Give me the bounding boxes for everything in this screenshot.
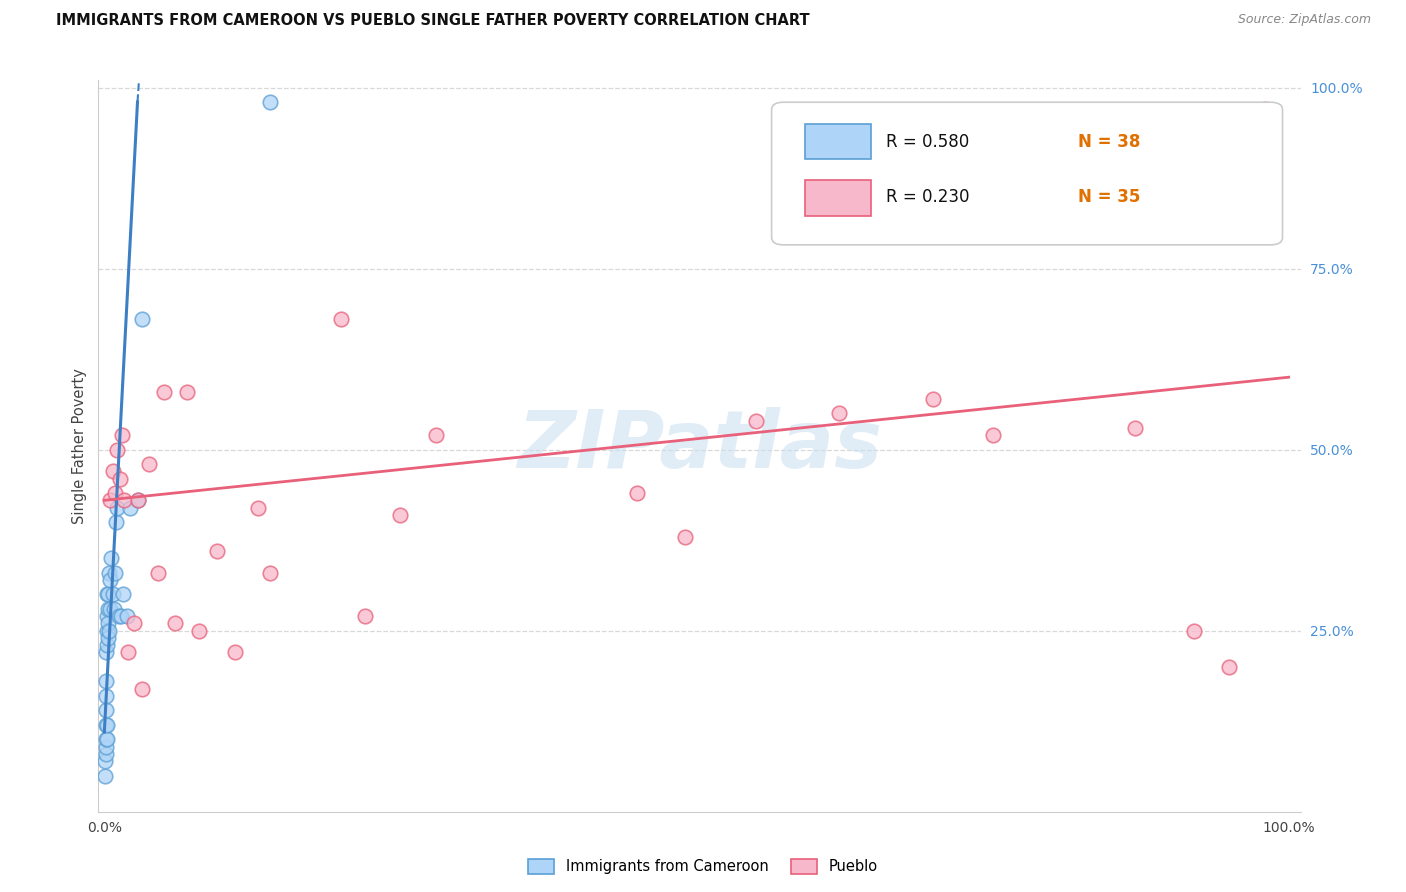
Point: [626, 486, 648, 500]
Point: [115, 609, 138, 624]
Point: [94, 689, 117, 703]
Point: [188, 624, 211, 638]
Point: [673, 529, 696, 543]
Point: [101, 464, 124, 478]
Point: [96, 587, 118, 601]
Point: [100, 551, 122, 566]
Point: [94, 739, 117, 754]
Point: [224, 645, 246, 659]
Text: Source: ZipAtlas.com: Source: ZipAtlas.com: [1237, 13, 1371, 27]
Point: [105, 515, 128, 529]
Point: [259, 566, 281, 580]
Point: [152, 384, 174, 399]
Point: [94, 718, 117, 732]
Point: [122, 616, 145, 631]
Point: [425, 428, 447, 442]
Point: [389, 508, 412, 522]
Point: [745, 414, 768, 428]
Point: [97, 587, 120, 601]
Text: R = 0.580: R = 0.580: [886, 133, 969, 151]
Text: N = 35: N = 35: [1078, 188, 1140, 206]
Point: [96, 732, 118, 747]
Point: [98, 602, 121, 616]
Point: [107, 609, 129, 624]
Point: [97, 616, 120, 631]
Point: [104, 566, 127, 580]
Point: [97, 631, 120, 645]
Bar: [806, 124, 872, 160]
Point: [96, 609, 118, 624]
Point: [259, 95, 281, 109]
Bar: [806, 180, 872, 216]
Text: IMMIGRANTS FROM CAMEROON VS PUEBLO SINGLE FATHER POVERTY CORRELATION CHART: IMMIGRANTS FROM CAMEROON VS PUEBLO SINGL…: [56, 13, 810, 29]
Point: [922, 392, 945, 406]
Point: [98, 573, 121, 587]
Point: [112, 587, 135, 601]
Point: [1218, 660, 1240, 674]
Point: [103, 602, 125, 616]
Point: [330, 312, 353, 326]
Point: [165, 616, 187, 631]
Text: R = 0.230: R = 0.230: [886, 188, 969, 206]
Point: [146, 566, 169, 580]
Point: [131, 312, 153, 326]
Point: [94, 768, 117, 782]
Point: [108, 472, 131, 486]
Point: [96, 638, 118, 652]
Point: [117, 645, 139, 659]
Text: ZIPatlas: ZIPatlas: [517, 407, 882, 485]
Point: [131, 681, 153, 696]
Point: [94, 703, 117, 717]
Point: [110, 609, 132, 624]
Point: [98, 566, 121, 580]
Point: [127, 493, 149, 508]
Point: [127, 493, 149, 508]
Point: [1254, 102, 1277, 116]
Point: [98, 493, 121, 508]
Point: [97, 602, 120, 616]
Legend: Immigrants from Cameroon, Pueblo: Immigrants from Cameroon, Pueblo: [523, 853, 883, 880]
Point: [247, 500, 270, 515]
Point: [94, 754, 117, 768]
Point: [98, 624, 121, 638]
Point: [827, 406, 849, 420]
Point: [120, 500, 142, 515]
Point: [981, 428, 1004, 442]
Point: [1123, 421, 1146, 435]
Text: N = 38: N = 38: [1078, 133, 1140, 151]
Point: [111, 428, 134, 442]
Point: [101, 587, 124, 601]
Y-axis label: Single Father Poverty: Single Father Poverty: [72, 368, 87, 524]
Point: [105, 500, 128, 515]
Point: [94, 674, 117, 689]
Point: [354, 609, 377, 624]
Point: [138, 457, 160, 471]
Point: [96, 718, 118, 732]
FancyBboxPatch shape: [772, 103, 1282, 245]
Point: [176, 384, 198, 399]
Point: [1182, 624, 1205, 638]
Point: [205, 544, 228, 558]
Point: [105, 442, 128, 457]
Point: [96, 624, 118, 638]
Point: [94, 747, 117, 761]
Point: [94, 732, 117, 747]
Point: [104, 486, 127, 500]
Point: [114, 493, 136, 508]
Point: [94, 645, 117, 659]
